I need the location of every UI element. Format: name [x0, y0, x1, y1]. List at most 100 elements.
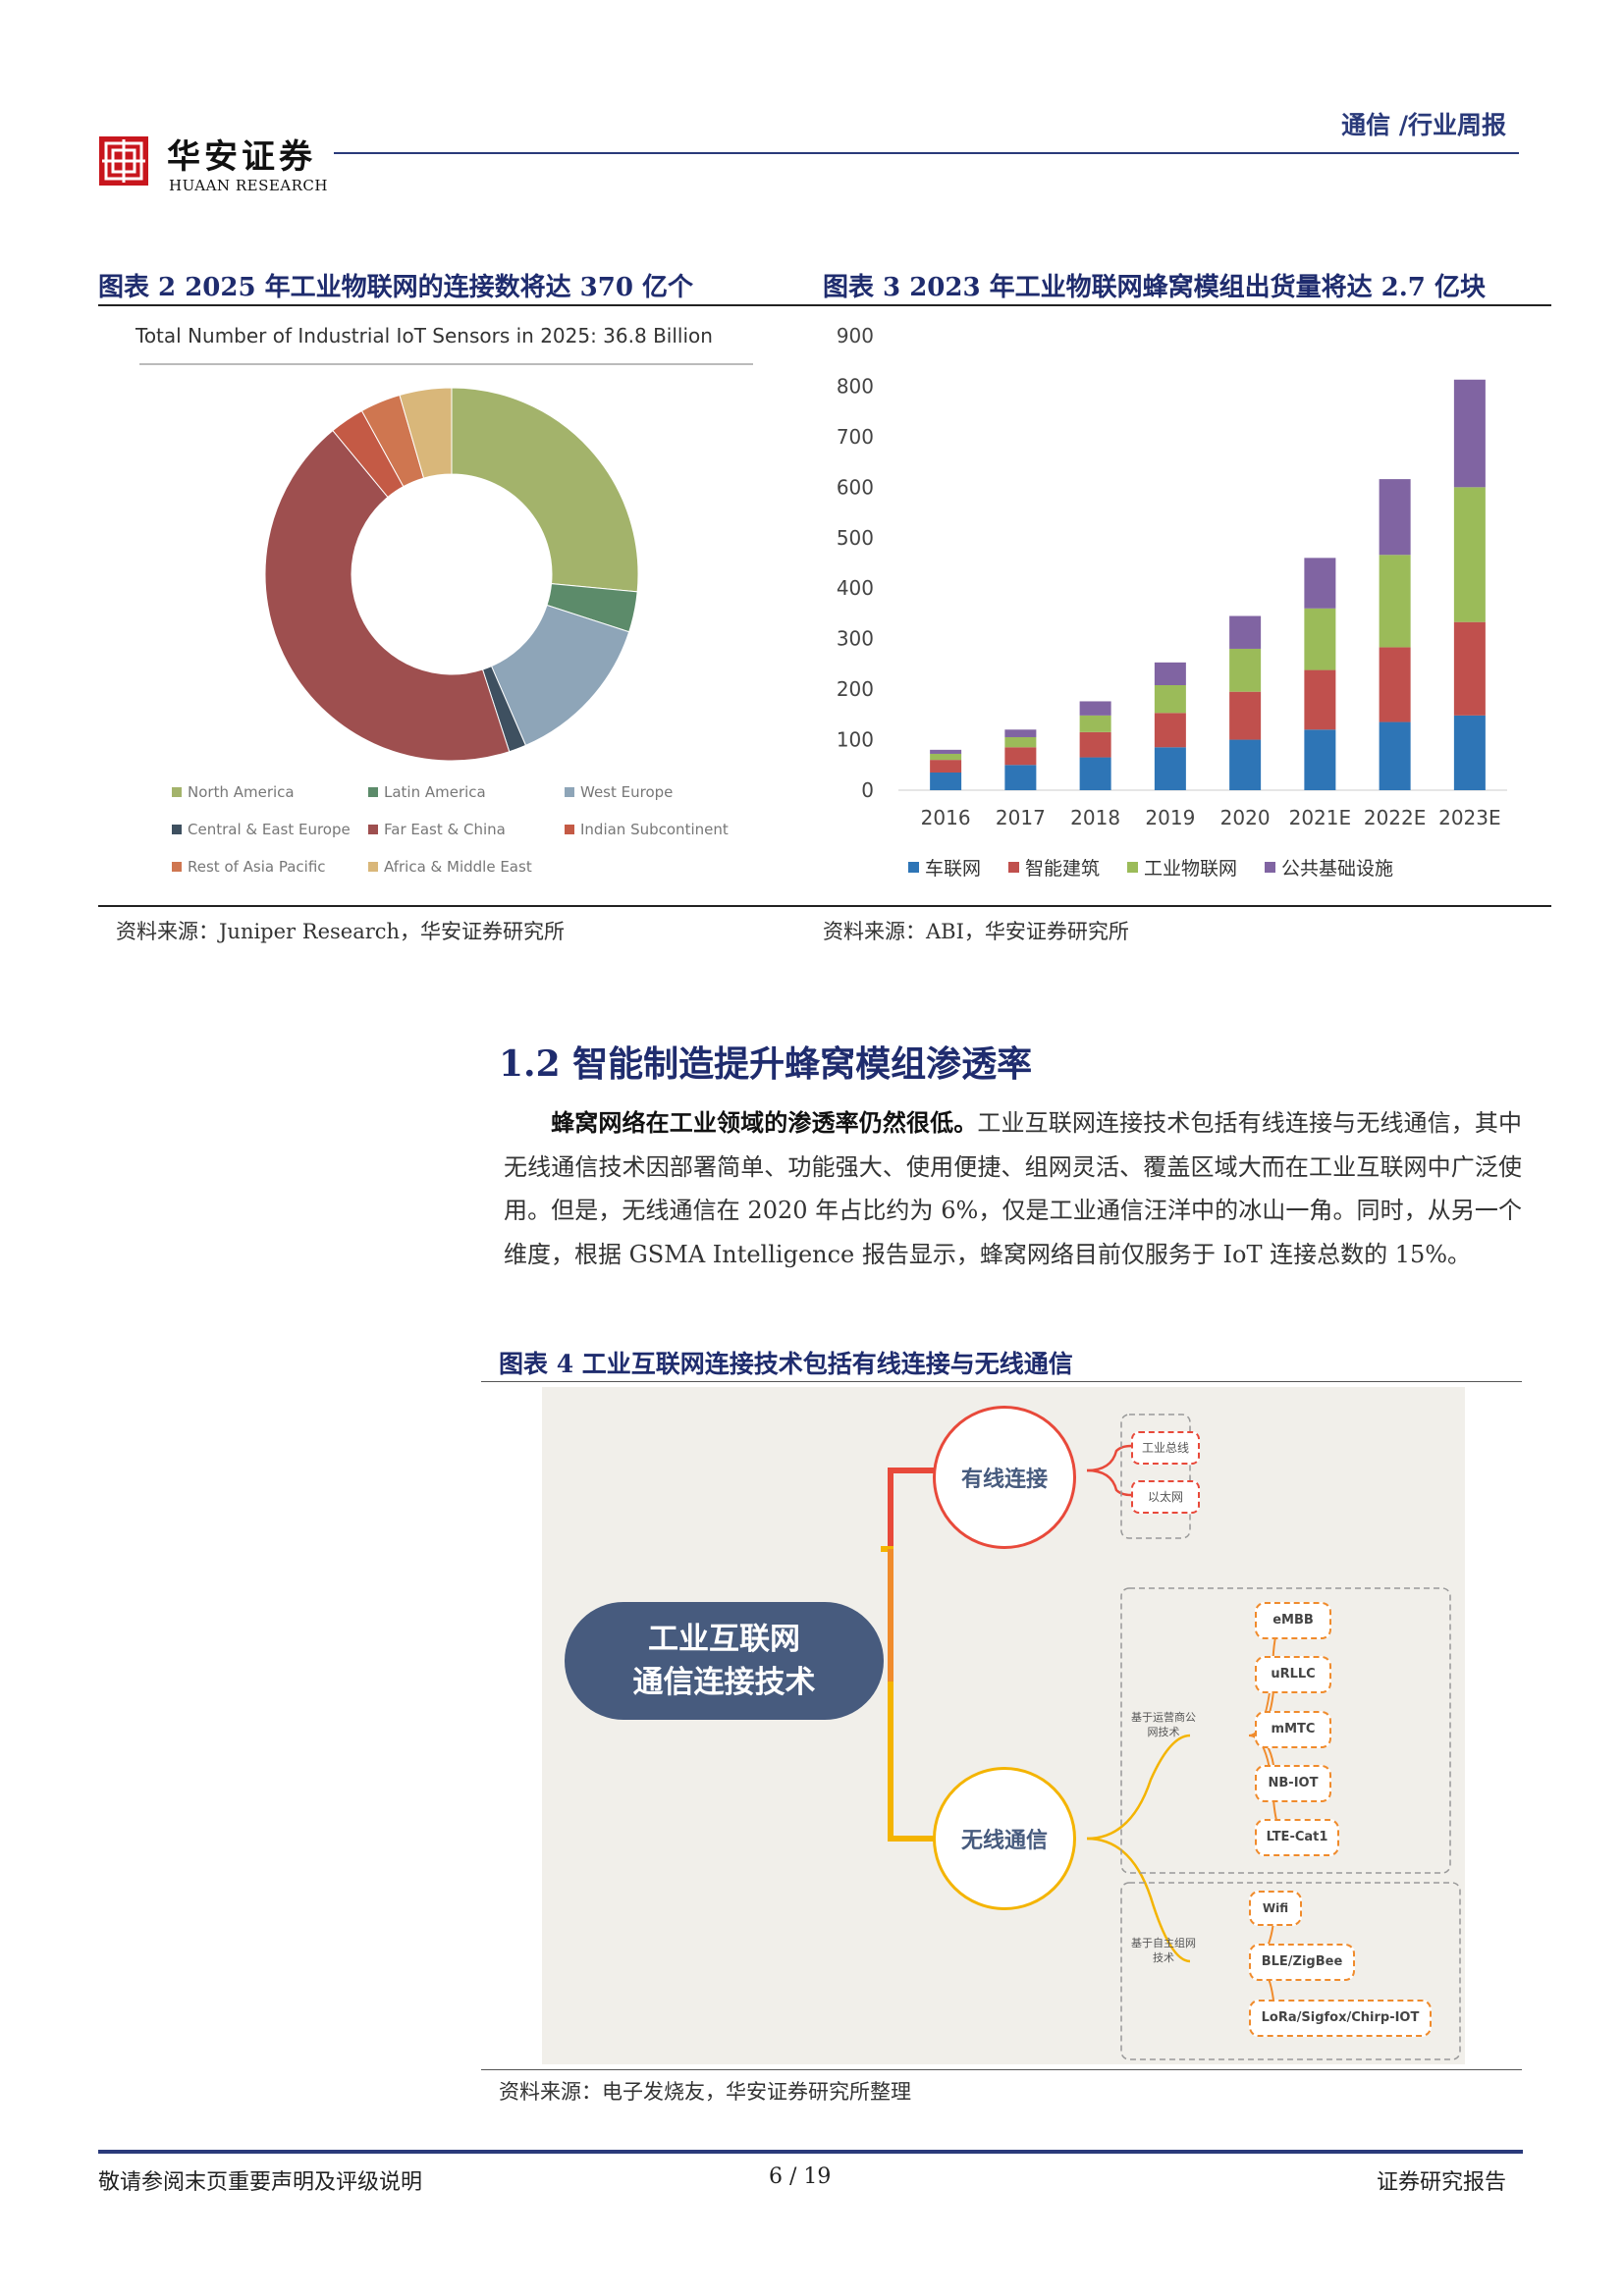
bar-segment — [1004, 765, 1037, 790]
fig4-bottom-rule — [481, 2069, 1522, 2070]
legend-swatch — [1265, 862, 1276, 873]
mindmap-leaf-wifi: Wifi — [1249, 1891, 1302, 1926]
bar-segment — [1453, 621, 1486, 716]
mindmap-root: 工业互联网 通信连接技术 — [565, 1602, 884, 1720]
bar-segment — [1453, 379, 1486, 488]
y-tick-label: 200 — [837, 677, 874, 701]
legend-swatch — [565, 787, 574, 797]
bar-legend-item: 公共基础设施 — [1265, 854, 1393, 881]
bar-segment — [930, 760, 962, 773]
mindmap-leaf-lte-cat1: LTE-Cat1 — [1255, 1819, 1339, 1856]
mindmap-leaf-embb: eMBB — [1255, 1602, 1331, 1639]
x-tick-label: 2018 — [1070, 806, 1120, 829]
stacked-bar-chart: 0 100 200 300 400 500 600 700 800 900 2016 2017 2018… — [837, 324, 1507, 829]
donut-legend-item: Africa & Middle East — [368, 858, 565, 876]
y-tick-label: 900 — [837, 324, 874, 347]
report-category: 通信 /行业周报 — [1341, 111, 1506, 139]
mindmap-wireless-label: 无线通信 — [960, 1829, 1048, 1853]
fig-title-rule — [98, 304, 1551, 306]
legend-label: West Europe — [580, 783, 674, 801]
legend-label: 智能建筑 — [1025, 858, 1101, 880]
bar-segment — [1154, 747, 1186, 790]
bar-segment — [1079, 757, 1111, 790]
mindmap-leaf-lora: LoRa/Sigfox/Chirp-IOT — [1249, 2000, 1432, 2037]
bar-segment — [1004, 747, 1037, 766]
fig2-source: 资料来源：Juniper Research，华安证券研究所 — [116, 920, 566, 943]
mindmap-leaf-urllc: uRLLC — [1255, 1656, 1331, 1693]
donut-legend-item: West Europe — [565, 783, 761, 801]
bar-segment — [1229, 691, 1262, 740]
x-tick-label: 2021E — [1289, 806, 1352, 829]
para-body: 工业互联网连接技术包括有线连接与无线通信，其中无线通信技术因部署简单、功能强大、… — [504, 1109, 1523, 1268]
y-tick-label: 0 — [861, 778, 874, 802]
mindmap-self-group-label: 基于自主组网技术 — [1131, 1937, 1196, 1964]
bar-segment — [1004, 729, 1037, 737]
fig2-title: 图表 2 2025 年工业物联网的连接数将达 370 亿个 — [98, 273, 693, 302]
legend-swatch — [368, 787, 378, 797]
legend-label: Central & East Europe — [188, 821, 351, 838]
y-tick-label: 800 — [837, 374, 874, 398]
donut-slice-africa-middle-east — [399, 388, 453, 479]
x-tick-label: 2022E — [1364, 806, 1427, 829]
bar-segment — [1379, 555, 1411, 648]
fig-bottom-rule — [98, 905, 1551, 907]
x-tick-label: 2017 — [996, 806, 1046, 829]
legend-swatch — [172, 787, 182, 797]
donut-slice-north-america — [451, 388, 639, 593]
bar-legend-item: 智能建筑 — [1008, 854, 1100, 881]
legend-swatch — [1127, 862, 1139, 873]
mindmap-leaf-industrial-bus: 工业总线 — [1131, 1431, 1200, 1465]
y-tick-label: 600 — [837, 475, 874, 499]
fig4-title-rule — [481, 1381, 1522, 1382]
bar-segment — [1304, 558, 1336, 609]
legend-label: North America — [188, 783, 295, 801]
donut-title-underline — [139, 363, 753, 365]
legend-label: 车联网 — [925, 858, 982, 880]
bar-legend-item: 工业物联网 — [1127, 854, 1237, 881]
y-tick-label: 300 — [837, 627, 874, 651]
legend-swatch — [565, 825, 574, 834]
page-number: 6 / 19 — [769, 2164, 832, 2189]
bar-segment — [1304, 669, 1336, 730]
mindmap-root-line2: 通信连接技术 — [632, 1665, 816, 1700]
x-tick-label: 2020 — [1220, 806, 1271, 829]
legend-label: Far East & China — [384, 821, 506, 838]
donut-legend-item: Latin America — [368, 783, 565, 801]
mindmap-leaf-ble-zigbee: BLE/ZigBee — [1249, 1944, 1355, 1981]
bar-segment — [1453, 715, 1486, 790]
mindmap-leaf-mmtc: mMTC — [1255, 1711, 1331, 1748]
legend-label: Indian Subcontinent — [580, 821, 729, 838]
x-tick-label: 2016 — [921, 806, 971, 829]
bar-segment — [930, 772, 962, 790]
bar-legend-item: 车联网 — [908, 854, 981, 881]
mindmap-wireless-node: 无线通信 — [933, 1767, 1076, 1910]
donut-legend-item: North America — [172, 783, 368, 801]
header-divider — [334, 152, 1519, 154]
section-title: 1.2 智能制造提升蜂窝模组渗透率 — [499, 1043, 1033, 1085]
bar-segment — [1379, 721, 1411, 790]
bar-segment — [1304, 608, 1336, 670]
donut-legend-item: Indian Subcontinent — [565, 821, 761, 838]
mindmap-leaf-ethernet: 以太网 — [1131, 1480, 1200, 1514]
mindmap-wired-node: 有线连接 — [933, 1406, 1076, 1549]
y-tick-label: 700 — [837, 425, 874, 449]
bar-segment — [1229, 648, 1262, 692]
y-tick-label: 100 — [837, 728, 874, 752]
legend-label: 公共基础设施 — [1281, 858, 1394, 880]
bar-segment — [1379, 647, 1411, 722]
donut-legend: North America Latin America West Europe Cen… — [172, 783, 761, 876]
x-tick-label: 2023E — [1438, 806, 1501, 829]
donut-legend-item: Far East & China — [368, 821, 565, 838]
legend-label: Rest of Asia Pacific — [188, 858, 326, 876]
para-lead: 蜂窝网络在工业领域的渗透率仍然很低。 — [551, 1108, 978, 1137]
legend-label: Africa & Middle East — [384, 858, 532, 876]
legend-swatch — [908, 862, 919, 873]
bar-segment — [1154, 713, 1186, 748]
fig4-title: 图表 4 工业互联网连接技术包括有线连接与无线通信 — [499, 1350, 1073, 1378]
legend-swatch — [172, 825, 182, 834]
bar-segment — [930, 749, 962, 754]
footer-disclaimer: 敬请参阅末页重要声明及评级说明 — [98, 2170, 423, 2195]
legend-swatch — [368, 862, 378, 872]
fig4-source: 资料来源：电子发烧友，华安证券研究所整理 — [499, 2080, 911, 2104]
donut-legend-item: Rest of Asia Pacific — [172, 858, 368, 876]
